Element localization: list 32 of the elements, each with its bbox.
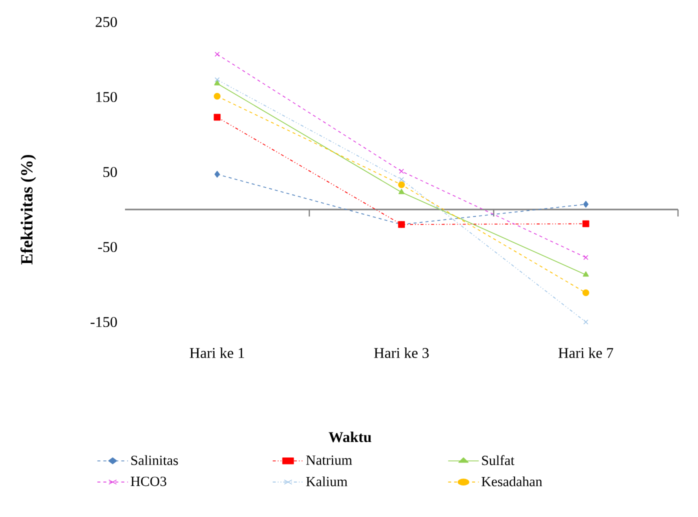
point bbox=[214, 80, 220, 86]
legend-label: HCO3 bbox=[130, 476, 166, 486]
point bbox=[214, 52, 220, 57]
legend-label: Salinitas bbox=[131, 455, 178, 466]
point bbox=[214, 170, 220, 178]
point bbox=[583, 200, 588, 208]
x-tick-label: Hari ke 7 bbox=[558, 348, 614, 358]
x-axis-title: Waktu bbox=[328, 432, 372, 442]
y-tick-label: 50 bbox=[103, 166, 117, 178]
point bbox=[583, 254, 588, 260]
point bbox=[582, 271, 589, 277]
y-tick-label: -150 bbox=[90, 316, 117, 328]
y-tick-label: 150 bbox=[96, 92, 117, 102]
legend-label: Kesadahan bbox=[482, 476, 542, 486]
point bbox=[398, 168, 404, 174]
y-axis-title: Efektivitas (%) bbox=[20, 154, 36, 264]
y-tick-label: 250 bbox=[96, 16, 117, 28]
legend-label: Natrium bbox=[306, 455, 352, 465]
point bbox=[214, 92, 221, 100]
legend-label: Sulfat bbox=[482, 455, 514, 466]
point bbox=[214, 77, 220, 82]
point bbox=[398, 188, 404, 194]
x-tick-label: Hari ke 1 bbox=[190, 348, 244, 358]
point bbox=[398, 176, 404, 182]
x-tick-label: Hari ke 3 bbox=[374, 348, 429, 358]
y-tick-label: -50 bbox=[98, 242, 117, 252]
point bbox=[582, 220, 590, 228]
point bbox=[398, 181, 405, 188]
legend-label: Kalium bbox=[306, 476, 348, 486]
point bbox=[214, 114, 221, 121]
point bbox=[583, 319, 588, 325]
point bbox=[582, 289, 590, 296]
